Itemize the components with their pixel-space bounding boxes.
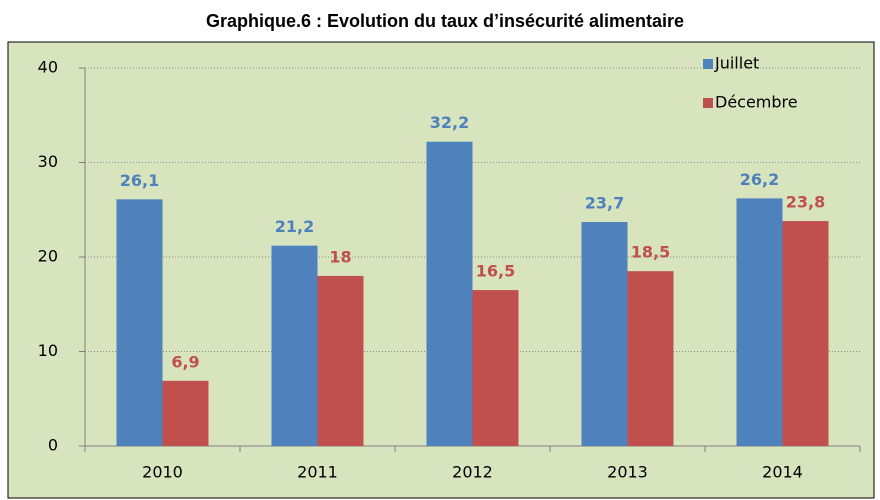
x-tick-label: 2011 [297, 463, 338, 482]
value-label: 23,7 [585, 194, 624, 213]
value-label: 21,2 [275, 217, 314, 236]
bar [627, 271, 674, 446]
bar [162, 380, 209, 446]
value-label: 18,5 [631, 243, 670, 262]
value-label: 26,2 [740, 170, 779, 189]
value-label: 26,1 [120, 171, 159, 190]
value-label: 18 [329, 247, 351, 266]
bar [736, 198, 783, 446]
y-tick-label: 30 [38, 152, 58, 171]
y-tick-label: 40 [38, 58, 58, 77]
y-tick-label: 20 [38, 247, 58, 266]
value-label: 32,2 [430, 113, 469, 132]
bar [581, 222, 628, 446]
value-label: 16,5 [476, 262, 515, 281]
chart-title: Graphique.6 : Evolution du taux d’insécu… [206, 11, 684, 31]
y-tick-label: 0 [48, 436, 58, 455]
y-tick-label: 10 [38, 341, 58, 360]
bar [271, 245, 318, 446]
legend-label: Décembre [715, 93, 798, 112]
value-label: 23,8 [786, 193, 825, 212]
bar [782, 221, 829, 446]
x-tick-label: 2013 [607, 463, 648, 482]
bar [317, 275, 364, 446]
bar [426, 141, 473, 446]
bar [472, 290, 519, 446]
legend-swatch [703, 59, 713, 69]
x-tick-label: 2014 [762, 463, 803, 482]
value-label: 6,9 [171, 352, 199, 371]
legend-label: Juillet [714, 54, 759, 73]
bar [116, 199, 163, 446]
x-tick-label: 2012 [452, 463, 493, 482]
legend-swatch [703, 98, 713, 108]
x-tick-label: 2010 [142, 463, 183, 482]
